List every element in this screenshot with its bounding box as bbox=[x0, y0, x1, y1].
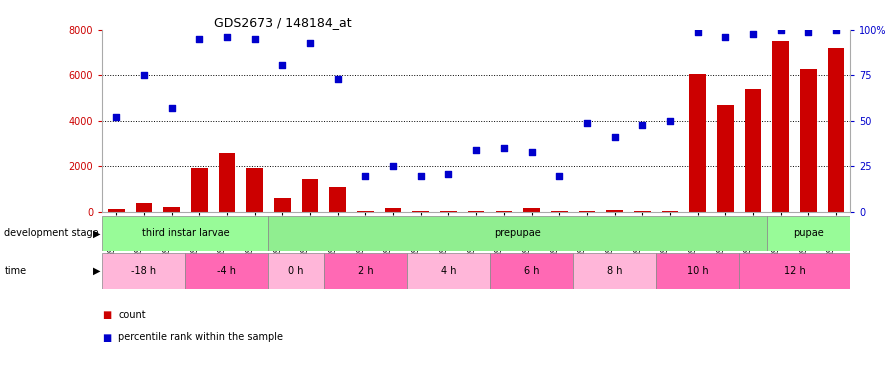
Text: percentile rank within the sample: percentile rank within the sample bbox=[118, 333, 283, 342]
Bar bbox=[185, 253, 269, 289]
Bar bbox=[745, 89, 761, 212]
Bar bbox=[551, 211, 568, 212]
Bar bbox=[661, 211, 678, 212]
Bar bbox=[219, 153, 235, 212]
Point bbox=[801, 29, 815, 35]
Text: 10 h: 10 h bbox=[687, 266, 708, 276]
Bar bbox=[302, 179, 319, 212]
Text: GDS2673 / 148184_at: GDS2673 / 148184_at bbox=[214, 16, 352, 29]
Bar bbox=[274, 198, 291, 212]
Point bbox=[497, 145, 511, 151]
Point bbox=[524, 149, 538, 155]
Bar bbox=[269, 253, 324, 289]
Text: 2 h: 2 h bbox=[358, 266, 373, 276]
Text: time: time bbox=[4, 266, 27, 276]
Bar bbox=[740, 253, 850, 289]
Text: 4 h: 4 h bbox=[441, 266, 457, 276]
Text: prepupae: prepupae bbox=[494, 228, 541, 238]
Bar bbox=[102, 216, 269, 251]
Text: ▶: ▶ bbox=[93, 228, 101, 238]
Point bbox=[691, 29, 705, 35]
Bar bbox=[767, 216, 850, 251]
Bar bbox=[357, 211, 374, 212]
Text: 12 h: 12 h bbox=[784, 266, 805, 276]
Text: ▶: ▶ bbox=[93, 266, 101, 276]
Point bbox=[275, 62, 289, 68]
Bar bbox=[690, 74, 706, 212]
Point bbox=[137, 72, 151, 78]
Point bbox=[773, 27, 788, 33]
Point bbox=[414, 172, 428, 178]
Bar bbox=[102, 253, 185, 289]
Bar bbox=[656, 253, 740, 289]
Point bbox=[829, 27, 843, 33]
Point bbox=[192, 36, 206, 42]
Text: third instar larvae: third instar larvae bbox=[142, 228, 230, 238]
Point bbox=[165, 105, 179, 111]
Bar bbox=[135, 203, 152, 212]
Point bbox=[109, 114, 124, 120]
Bar bbox=[490, 253, 573, 289]
Point bbox=[386, 164, 400, 170]
Bar bbox=[441, 211, 457, 212]
Text: ■: ■ bbox=[102, 310, 111, 320]
Text: ■: ■ bbox=[102, 333, 111, 342]
Bar bbox=[496, 211, 512, 212]
Point bbox=[247, 36, 262, 42]
Bar bbox=[828, 48, 845, 212]
Point bbox=[441, 171, 456, 177]
Text: -4 h: -4 h bbox=[217, 266, 237, 276]
Text: pupae: pupae bbox=[793, 228, 824, 238]
Point bbox=[552, 172, 566, 178]
Point bbox=[579, 120, 594, 126]
Bar bbox=[800, 69, 817, 212]
Bar bbox=[191, 168, 207, 212]
Point bbox=[663, 118, 677, 124]
Text: development stage: development stage bbox=[4, 228, 99, 238]
Bar bbox=[773, 41, 789, 212]
Point bbox=[469, 147, 483, 153]
Text: 8 h: 8 h bbox=[607, 266, 622, 276]
Bar bbox=[578, 211, 595, 212]
Bar bbox=[523, 208, 540, 212]
Bar bbox=[247, 168, 263, 212]
Bar bbox=[384, 208, 401, 212]
Point bbox=[303, 40, 317, 46]
Bar bbox=[717, 105, 733, 212]
Bar bbox=[634, 211, 651, 212]
Bar bbox=[468, 211, 484, 212]
Text: 6 h: 6 h bbox=[524, 266, 539, 276]
Text: -18 h: -18 h bbox=[132, 266, 157, 276]
Point bbox=[608, 134, 622, 140]
Bar bbox=[329, 187, 346, 212]
Text: count: count bbox=[118, 310, 146, 320]
Point bbox=[220, 34, 234, 40]
Point bbox=[718, 34, 732, 40]
Bar bbox=[108, 209, 125, 212]
Point bbox=[635, 122, 650, 128]
Bar bbox=[407, 253, 490, 289]
Bar bbox=[573, 253, 656, 289]
Bar bbox=[412, 211, 429, 212]
Bar bbox=[163, 207, 180, 212]
Point bbox=[359, 172, 373, 178]
Point bbox=[330, 76, 344, 82]
Bar bbox=[606, 210, 623, 212]
Bar bbox=[324, 253, 407, 289]
Bar bbox=[269, 216, 767, 251]
Point bbox=[746, 31, 760, 37]
Text: 0 h: 0 h bbox=[288, 266, 303, 276]
